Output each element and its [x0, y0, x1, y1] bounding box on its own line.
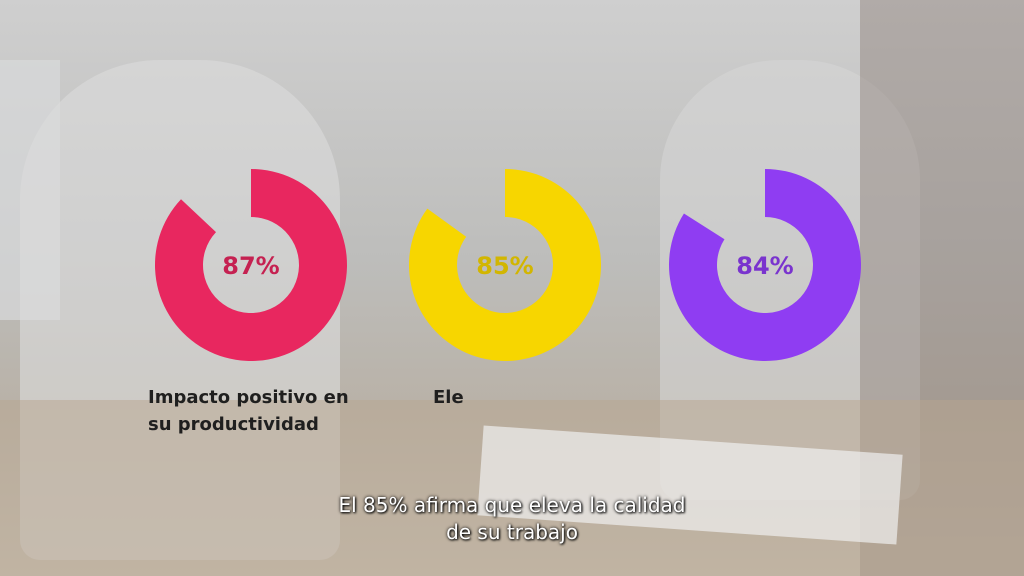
- value-label: 87%: [222, 252, 279, 280]
- donut-arc: [669, 169, 861, 361]
- donut-arc: [409, 169, 602, 361]
- value-label: 85%: [476, 252, 533, 280]
- caption: El 85% afirma que eleva la calidad de su…: [338, 493, 686, 544]
- chart-label: Impacto positivo en su productividad: [148, 387, 349, 435]
- value-label: 84%: [736, 252, 793, 280]
- donut-arc: [155, 169, 347, 361]
- chart-label: Ele: [433, 387, 464, 408]
